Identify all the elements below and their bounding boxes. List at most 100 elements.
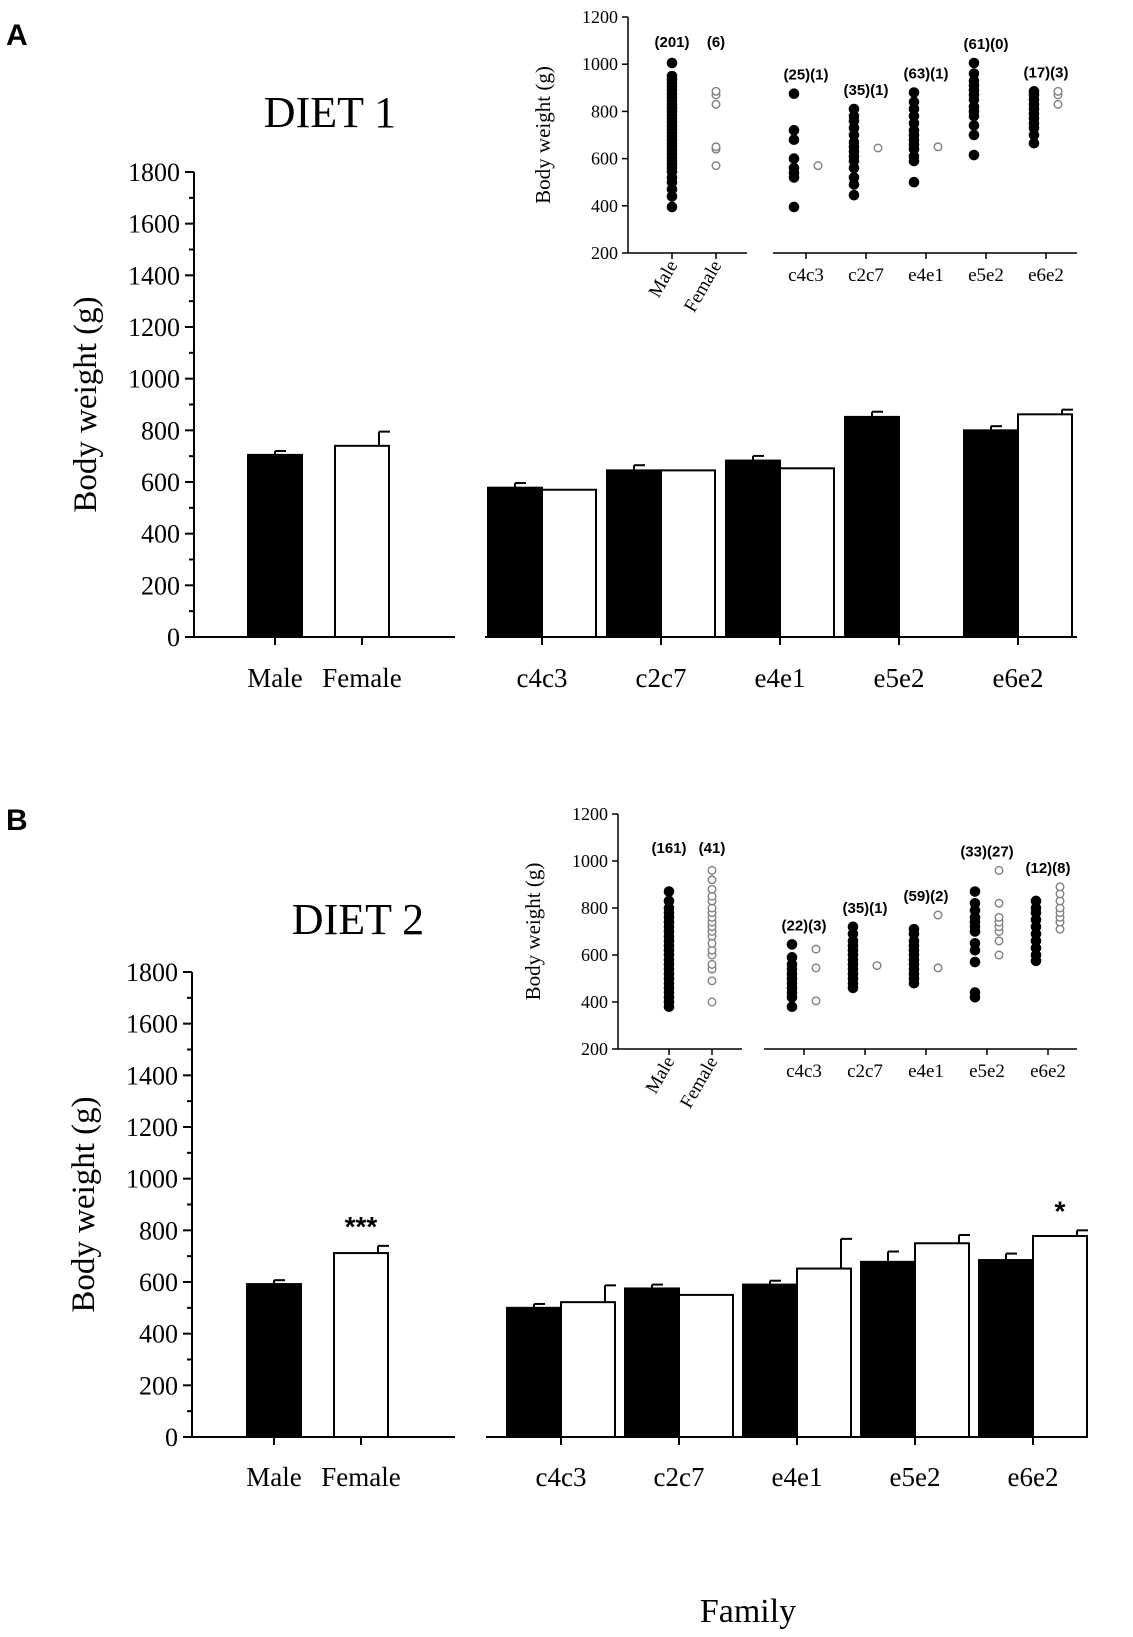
x-tick-label: c2c7	[654, 1462, 705, 1492]
male-point-c2c7	[848, 189, 860, 201]
sample-count: (25)(1)	[783, 67, 828, 84]
y-tick-label: 1600	[126, 1010, 178, 1039]
x-tick-label: c4c3	[517, 663, 568, 693]
male-bar-e4e1	[725, 459, 781, 638]
x-tick-label: Female	[322, 663, 401, 693]
male-bar	[246, 1283, 302, 1438]
male-point-e5e2	[968, 149, 980, 161]
inset-y-tick-label: 200	[581, 1039, 608, 1059]
female-bar-c2c7	[678, 1293, 734, 1438]
inset-x-tick-label: c4c3	[788, 265, 824, 286]
inset-y-tick-label: 600	[591, 149, 618, 169]
female-point	[707, 976, 717, 986]
female-point-e4e1	[933, 142, 943, 152]
chart-title: DIET 2	[292, 895, 424, 944]
y-axis-label: Body weight (g)	[66, 1096, 102, 1312]
x-tick-label: c4c3	[536, 1462, 587, 1492]
female-bar-c4c3	[560, 1301, 616, 1439]
inset-y-axis-label: Body weight (g)	[521, 863, 545, 1001]
female-point-e5e2	[994, 950, 1004, 960]
male-point	[666, 70, 678, 82]
male-point-e5e2	[968, 57, 980, 69]
panel-b-bar-chart: DIET 2 0 200 400 600 800 1000 1200 1400 1600 1800…	[66, 895, 1088, 1492]
x-tick-label: e6e2	[993, 663, 1044, 693]
y-tick-label: 1600	[128, 210, 180, 239]
y-tick-label: 1400	[126, 1061, 178, 1090]
sample-count: (33)(27)	[960, 843, 1013, 860]
female-point-e6e2	[1055, 882, 1065, 892]
sample-count: (6)	[707, 34, 725, 51]
male-point-c4c3	[788, 201, 800, 213]
female-bar-c2c7	[660, 469, 716, 638]
male-point-c4c3	[788, 162, 800, 174]
male-point-c2c7	[848, 172, 860, 183]
female-point-e4e1	[933, 910, 943, 920]
y-tick-label: 400	[141, 520, 180, 549]
y-tick-label: 400	[139, 1320, 178, 1349]
sample-count: (35)(1)	[842, 900, 887, 917]
female-point	[711, 142, 721, 152]
y-tick-label: 1800	[128, 158, 180, 187]
sample-count: (41)	[699, 840, 726, 857]
female-point-e5e2	[994, 936, 1004, 946]
chart-title: DIET 1	[264, 88, 396, 137]
significance-marker: ***	[345, 1211, 378, 1242]
y-tick-label: 0	[165, 1423, 178, 1452]
male-point	[663, 895, 675, 907]
male-point	[666, 57, 678, 69]
y-tick-label: 1200	[128, 313, 180, 342]
y-tick-label: 600	[141, 468, 180, 497]
female-point-e5e2	[994, 898, 1004, 908]
y-tick-label: 800	[141, 416, 180, 445]
male-point-e6e2	[1030, 895, 1042, 907]
female-point-c4c3	[811, 944, 821, 954]
y-tick-label: 0	[167, 623, 180, 652]
male-point-c4c3	[788, 153, 800, 164]
sample-count: (59)(2)	[903, 888, 948, 905]
inset-x-tick-label: e5e2	[968, 265, 1004, 286]
x-tick-label: c2c7	[636, 663, 687, 693]
inset-y-axis-label: Body weight (g)	[531, 66, 555, 204]
inset-x-tick-label: e4e1	[908, 1061, 944, 1082]
female-bar-e5e2	[914, 1242, 970, 1438]
sample-count: (63)(1)	[903, 66, 948, 83]
x-tick-label: Male	[247, 663, 302, 693]
female-point	[707, 959, 717, 969]
x-tick-label: e4e1	[755, 663, 806, 693]
female-bar	[333, 1252, 389, 1438]
y-tick-label: 600	[139, 1268, 178, 1297]
female-bar-e6e2	[1032, 1235, 1088, 1439]
male-bar-e5e2	[844, 415, 900, 638]
male-point-c4c3	[788, 124, 800, 136]
inset-x-tick-label: e6e2	[1030, 1061, 1066, 1082]
female-point	[711, 99, 721, 109]
sample-count: (201)	[654, 34, 689, 51]
inset-x-tick-label: e6e2	[1028, 265, 1064, 286]
sample-count: (22)(3)	[781, 917, 826, 934]
female-bar-e6e2	[1017, 413, 1073, 639]
inset-y-tick-label: 800	[591, 101, 618, 121]
panel-b-label: B	[6, 804, 28, 837]
y-tick-label: 1400	[128, 261, 180, 290]
male-point	[666, 201, 678, 213]
male-bar	[247, 453, 303, 638]
female-bar-e4e1	[796, 1267, 852, 1438]
inset-y-tick-label: 400	[591, 196, 618, 216]
female-point	[711, 86, 721, 96]
inset-x-tick-label: Male	[645, 257, 683, 301]
inset-y-tick-label: 400	[581, 992, 608, 1012]
y-tick-label: 200	[139, 1371, 178, 1400]
inset-x-tick-label: c4c3	[786, 1061, 822, 1082]
inset-y-tick-label: 1200	[572, 804, 608, 824]
sample-count: (161)	[651, 840, 686, 857]
inset-y-tick-label: 1200	[582, 7, 618, 27]
inset-x-tick-label: e5e2	[969, 1061, 1005, 1082]
female-point-e4e1	[933, 963, 943, 973]
male-point-e4e1	[908, 923, 920, 935]
significance-marker: *	[1055, 1195, 1066, 1226]
sample-count: (61)(0)	[963, 36, 1008, 53]
panel-b-inset-scatter: 200 400 600 800 1000 1200 Body weight (g) Male (…	[521, 804, 1077, 1112]
y-axis-label: Body weight (g)	[68, 296, 104, 512]
inset-y-tick-label: 600	[581, 945, 608, 965]
